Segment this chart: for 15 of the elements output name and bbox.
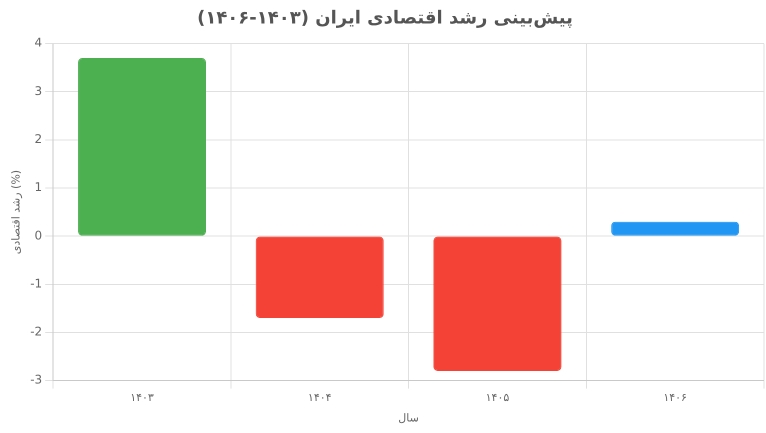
x-tick-label: ۱۴۰۳: [130, 391, 154, 404]
y-axis-title: رشد اقتصادی (%): [9, 170, 22, 254]
x-tick-label: ۱۴۰۴: [308, 391, 332, 404]
y-tick-label: 0: [34, 228, 42, 242]
x-tick-label: ۱۴۰۶: [663, 391, 687, 404]
y-tick-label: 1: [34, 180, 42, 194]
x-axis-title: سال: [398, 411, 419, 424]
y-tick-label: 2: [34, 132, 42, 146]
y-tick-label: 4: [34, 36, 42, 50]
y-tick-label: -1: [30, 276, 42, 290]
y-tick-label: 3: [34, 84, 42, 98]
chart-title: پیش‌بینی رشد اقتصادی ایران (۱۴۰۳-۱۴۰۶): [197, 7, 573, 28]
y-tick-label: -3: [30, 372, 42, 387]
x-tick-label: ۱۴۰۵: [486, 391, 510, 404]
y-tick-label: -2: [30, 324, 42, 339]
